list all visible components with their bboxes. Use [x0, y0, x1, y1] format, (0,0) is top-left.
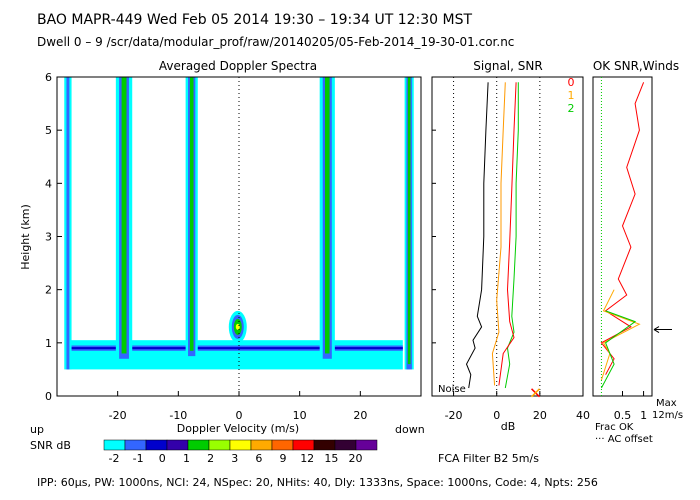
colorbar-tick: 12	[300, 452, 314, 465]
winds-series-orange	[600, 289, 641, 381]
signal-series-red	[498, 82, 517, 386]
winds-legend-2: 2	[568, 102, 575, 115]
colorbar-tick: -2	[109, 452, 120, 465]
winds-legend-1: 1	[568, 89, 575, 102]
colorbar-swatch	[166, 439, 189, 451]
x-tick-label: -10	[169, 409, 187, 422]
colorbar-swatch	[355, 439, 378, 451]
spectra-title: Averaged Doppler Spectra	[159, 59, 317, 73]
colorbar-swatch	[124, 439, 147, 451]
y-tick-label: 0	[45, 390, 52, 403]
wind-arrow-head	[653, 326, 660, 333]
interference-column-center	[121, 77, 127, 354]
max-label: Max	[656, 398, 677, 409]
interference-column-core	[66, 77, 70, 370]
y-tick-label: 2	[45, 284, 52, 297]
interference-column-center	[189, 77, 194, 351]
signal-x-tick-label: 20	[533, 409, 547, 422]
signal-blob-peak	[235, 323, 240, 330]
frac-ok-label: Frac OK	[595, 422, 634, 433]
x-label-down: down	[395, 423, 425, 436]
colorbar-swatch	[271, 439, 294, 451]
winds-series-green	[600, 310, 637, 389]
colorbar-tick: 3	[231, 452, 238, 465]
filter-label: FCA Filter B2 5m/s	[438, 452, 539, 465]
colorbar-swatch	[208, 439, 231, 451]
winds-title: OK SNR,Winds	[593, 59, 679, 73]
ac-offset-label: ··· AC offset	[595, 434, 653, 445]
signal-x-tick-label: -20	[445, 409, 463, 422]
x-axis-label: Doppler Velocity (m/s)	[177, 422, 299, 435]
signal-x-tick-label: 40	[576, 409, 590, 422]
x-tick-label: 10	[293, 409, 307, 422]
x-tick-label: 20	[353, 409, 367, 422]
colorbar-tick: -1	[133, 452, 144, 465]
x-label-up: up	[30, 423, 44, 436]
winds-x-tick-label: 1	[640, 409, 647, 422]
colorbar-swatch	[292, 439, 315, 451]
winds-legend-0: 0	[568, 76, 575, 89]
colorbar-swatch	[145, 439, 168, 451]
colorbar-tick: 6	[255, 452, 262, 465]
y-tick-label: 6	[45, 71, 52, 84]
x-tick-label: -20	[109, 409, 127, 422]
snr-colorbar: -2 -1 0 1 2 3 6 9 12 15 20	[103, 439, 378, 465]
colorbar-swatch	[103, 439, 126, 451]
colorbar-tick: 9	[280, 452, 287, 465]
header-title: BAO MAPR-449 Wed Feb 05 2014 19:30 – 19:…	[37, 12, 472, 28]
footer-params: IPP: 60µs, PW: 1000ns, NCI: 24, NSpec: 2…	[37, 476, 598, 489]
signal-series-snr	[504, 82, 519, 389]
x-tick-label: 0	[236, 409, 243, 422]
signal-marker	[531, 388, 541, 398]
colorbar-tick: 20	[349, 452, 363, 465]
colorbar-tick: 2	[207, 452, 214, 465]
colorbar-swatch	[187, 439, 210, 451]
spectra-heatmap	[64, 77, 414, 370]
y-tick-label: 3	[45, 231, 52, 244]
signal-series-noise	[465, 82, 489, 389]
colorbar-swatch	[229, 439, 252, 451]
header-subtitle: Dwell 0 – 9 /scr/data/modular_prof/raw/2…	[37, 35, 514, 49]
interference-column-center	[324, 77, 330, 354]
y-axis-label: Height (km)	[19, 204, 32, 270]
colorbar-label: SNR dB	[30, 439, 71, 452]
y-tick-label: 4	[45, 177, 52, 190]
colorbar-tick: 0	[159, 452, 166, 465]
noise-annotation: Noise	[438, 384, 466, 395]
signal-x-tick-label: 0	[493, 409, 500, 422]
winds-x-tick-label: 0.5	[614, 409, 632, 422]
colorbar-swatch	[250, 439, 273, 451]
interference-column-center	[407, 77, 411, 365]
ground-band-center	[69, 347, 403, 350]
colorbar-swatch	[313, 439, 336, 451]
signal-title: Signal, SNR	[473, 59, 542, 73]
colorbar-tick: 15	[324, 452, 338, 465]
colorbar-tick: 1	[183, 452, 190, 465]
winds-series-red	[600, 82, 645, 375]
max-value: 12m/s	[652, 410, 683, 421]
y-tick-label: 1	[45, 337, 52, 350]
signal-series-signal	[491, 82, 506, 386]
spectra-axes: 0 1 2 3 4 5 6 -20 -10 0 10 20	[45, 71, 422, 422]
colorbar-swatch	[334, 439, 357, 451]
y-tick-label: 5	[45, 124, 52, 137]
signal-xlabel: dB	[501, 420, 516, 433]
